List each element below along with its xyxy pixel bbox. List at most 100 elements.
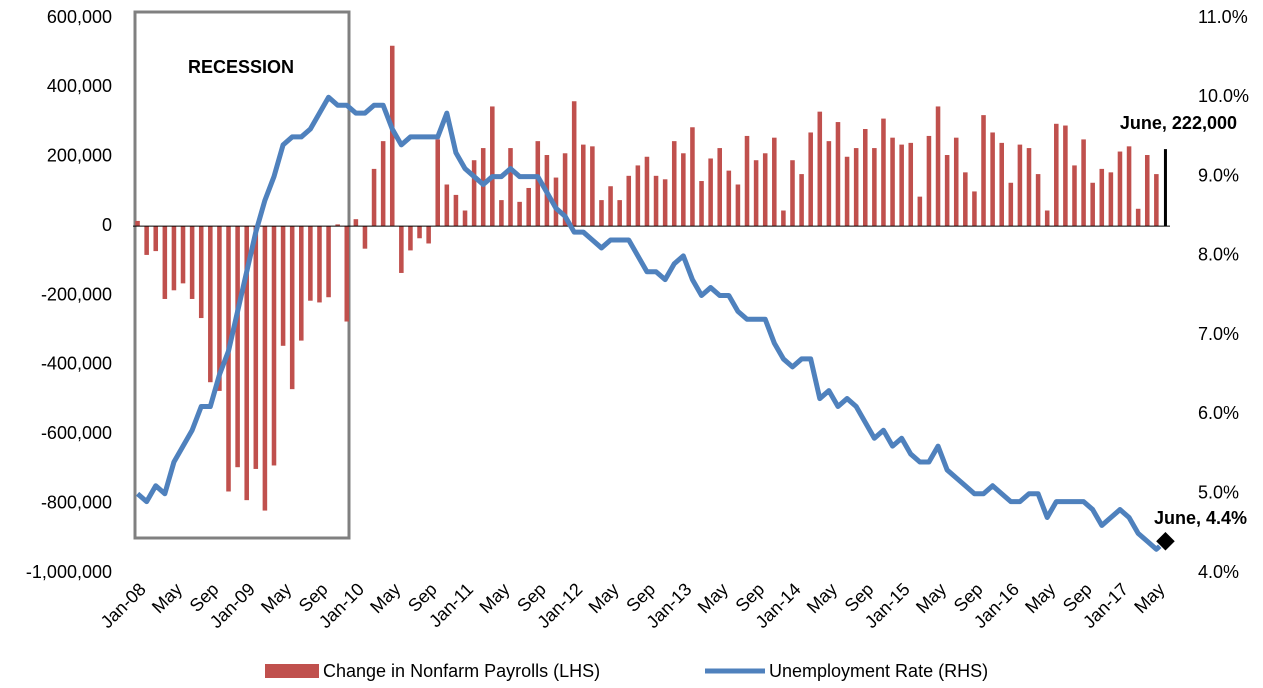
y-tick-label: 0 — [102, 215, 112, 235]
y2-tick-label: 8.0% — [1198, 245, 1239, 265]
end-marker — [1154, 530, 1177, 552]
bar — [681, 153, 686, 227]
bar — [253, 226, 259, 469]
y-tick-label: -800,000 — [41, 492, 112, 512]
bar — [963, 172, 968, 227]
bar — [144, 226, 149, 255]
bar — [1017, 144, 1023, 227]
bar — [981, 115, 986, 227]
x-tick-label: May — [1130, 579, 1168, 617]
bar — [326, 226, 331, 298]
bar — [917, 196, 923, 227]
bar — [590, 146, 595, 227]
bar — [635, 165, 641, 227]
bar — [999, 142, 1004, 227]
bar — [308, 226, 313, 301]
bar — [735, 184, 741, 227]
bar — [662, 179, 668, 227]
bar — [608, 186, 613, 227]
bar — [881, 118, 886, 227]
bar — [617, 200, 622, 227]
bar — [153, 226, 159, 252]
bar — [935, 106, 941, 227]
bar — [344, 226, 350, 322]
x-tick-label: May — [585, 579, 623, 617]
bar — [226, 226, 231, 492]
bar — [262, 226, 268, 511]
bar — [1035, 174, 1041, 227]
bar — [471, 160, 477, 227]
y2-tick-label: 7.0% — [1198, 324, 1239, 344]
bar — [1108, 172, 1114, 227]
bar — [744, 135, 750, 227]
bar — [890, 137, 895, 227]
bar — [799, 174, 804, 227]
y2-tick-label: 6.0% — [1198, 403, 1239, 423]
bar — [1063, 125, 1068, 227]
legend-label: Change in Nonfarm Payrolls (LHS) — [323, 661, 600, 681]
bar — [653, 175, 659, 227]
bar — [1135, 208, 1141, 227]
y-tick-label: 600,000 — [47, 7, 112, 27]
bar — [280, 226, 286, 346]
bar — [562, 153, 568, 227]
bar — [926, 135, 932, 227]
bar — [944, 155, 950, 227]
bar — [135, 220, 140, 227]
x-tick-label: May — [366, 579, 404, 617]
bar — [690, 127, 695, 227]
bar — [1099, 168, 1105, 227]
bar — [353, 219, 359, 227]
bar — [553, 177, 559, 227]
bar — [762, 153, 768, 227]
y-tick-label: -400,000 — [41, 354, 112, 374]
x-tick-label: May — [1021, 579, 1059, 617]
x-tick-label: May — [803, 579, 841, 617]
bar — [1081, 139, 1086, 227]
bar — [235, 226, 240, 468]
bar — [990, 132, 995, 227]
bar — [644, 156, 650, 227]
bar — [844, 156, 850, 227]
bar — [671, 141, 677, 227]
bar — [699, 181, 704, 227]
bar — [571, 101, 577, 227]
bar — [162, 226, 168, 299]
bar — [217, 226, 222, 391]
bar — [1144, 155, 1150, 227]
annotation: RECESSION — [188, 57, 294, 77]
bar — [781, 210, 786, 227]
bar — [1008, 182, 1014, 227]
bar — [317, 226, 322, 303]
bar — [599, 200, 604, 227]
y2-tick-label: 5.0% — [1198, 482, 1239, 502]
bar — [826, 141, 832, 227]
annotation: June, 4.4% — [1154, 508, 1247, 528]
bar — [480, 148, 486, 227]
bar — [389, 45, 395, 227]
bar — [835, 122, 841, 227]
bar — [208, 226, 213, 383]
bar — [171, 226, 177, 291]
legend-label: Unemployment Rate (RHS) — [769, 661, 988, 681]
bar — [362, 226, 368, 249]
bar — [380, 141, 386, 227]
bar — [1072, 165, 1077, 227]
y2-tick-label: 9.0% — [1198, 165, 1239, 185]
y-tick-label: -200,000 — [41, 284, 112, 304]
bar — [244, 226, 249, 501]
x-tick-label: Jan-08 — [97, 579, 150, 632]
bar — [1054, 123, 1059, 227]
bar — [753, 160, 759, 227]
legend-swatch — [265, 664, 319, 678]
bar — [444, 184, 450, 227]
bar — [817, 111, 823, 227]
bar — [399, 226, 404, 273]
bar — [717, 148, 722, 227]
bar — [899, 144, 904, 227]
bar — [490, 106, 495, 227]
bar — [180, 226, 186, 284]
bar — [508, 148, 513, 227]
bar — [708, 158, 713, 227]
